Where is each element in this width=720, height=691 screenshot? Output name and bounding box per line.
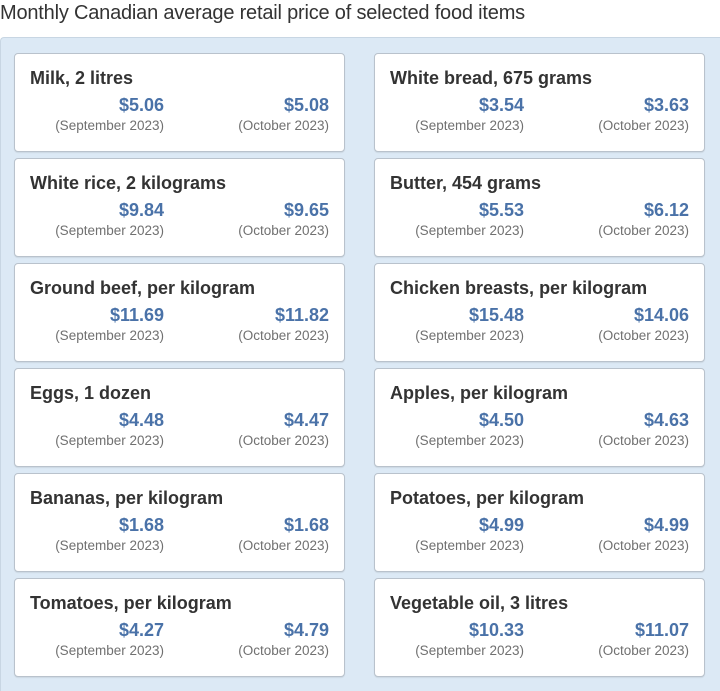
price-card-apples: Apples, per kilogram $4.50 (September 202… <box>374 368 705 467</box>
october-price: $11.82 <box>274 305 329 325</box>
october-price: $4.79 <box>283 620 329 640</box>
october-price: $3.63 <box>643 95 689 115</box>
september-price: $4.48 <box>118 410 164 430</box>
october-label: (October 2023) <box>598 433 689 448</box>
september-price: $9.84 <box>118 200 164 220</box>
september-price: $11.69 <box>109 305 164 325</box>
september-price: $15.48 <box>468 305 524 325</box>
price-card-white-rice: White rice, 2 kilograms $9.84 (September … <box>14 158 345 257</box>
page-title: Monthly Canadian average retail price of… <box>0 2 525 24</box>
october-price: $1.68 <box>283 515 329 535</box>
october-price: $9.65 <box>283 200 329 220</box>
september-label: (September 2023) <box>55 223 164 238</box>
item-name: White rice, 2 kilograms <box>30 173 227 193</box>
october-label: (October 2023) <box>598 538 689 553</box>
item-name: Milk, 2 litres <box>30 68 134 88</box>
october-label: (October 2023) <box>598 223 689 238</box>
item-name: Chicken breasts, per kilogram <box>390 278 648 298</box>
september-label: (September 2023) <box>55 643 164 658</box>
item-name: Butter, 454 grams <box>390 173 542 193</box>
september-label: (September 2023) <box>415 643 524 658</box>
october-label: (October 2023) <box>598 118 689 133</box>
october-label: (October 2023) <box>238 433 329 448</box>
price-card-butter: Butter, 454 grams $5.53 (September 2023) … <box>374 158 705 257</box>
price-card-eggs: Eggs, 1 dozen $4.48 (September 2023) $4.4… <box>14 368 345 467</box>
september-label: (September 2023) <box>415 538 524 553</box>
september-label: (September 2023) <box>55 538 164 553</box>
price-cards-panel: Milk, 2 litres $5.06 (September 2023) $5.… <box>0 37 720 691</box>
september-label: (September 2023) <box>55 328 164 343</box>
item-name: Ground beef, per kilogram <box>30 278 256 298</box>
september-price: $10.33 <box>468 620 524 640</box>
item-name: Vegetable oil, 3 litres <box>390 593 569 613</box>
october-price: $4.99 <box>643 515 689 535</box>
price-card-tomatoes: Tomatoes, per kilogram $4.27 (September 2… <box>14 578 345 677</box>
october-label: (October 2023) <box>238 643 329 658</box>
october-label: (October 2023) <box>598 643 689 658</box>
item-name: Potatoes, per kilogram <box>390 488 585 508</box>
september-price: $5.06 <box>118 95 164 115</box>
october-label: (October 2023) <box>238 538 329 553</box>
item-name: Bananas, per kilogram <box>30 488 224 508</box>
october-price: $14.06 <box>633 305 689 325</box>
september-label: (September 2023) <box>415 118 524 133</box>
october-price: $11.07 <box>634 620 689 640</box>
september-price: $5.53 <box>478 200 524 220</box>
september-label: (September 2023) <box>415 433 524 448</box>
october-price: $5.08 <box>283 95 329 115</box>
october-price: $4.47 <box>283 410 329 430</box>
price-card-white-bread: White bread, 675 grams $3.54 (September 2… <box>374 53 705 152</box>
september-label: (September 2023) <box>415 223 524 238</box>
september-price: $4.50 <box>478 410 524 430</box>
september-label: (September 2023) <box>415 328 524 343</box>
september-label: (September 2023) <box>55 433 164 448</box>
september-price: $3.54 <box>478 95 524 115</box>
september-price: $4.99 <box>478 515 524 535</box>
september-price: $4.27 <box>118 620 164 640</box>
item-name: Apples, per kilogram <box>390 383 569 403</box>
october-label: (October 2023) <box>598 328 689 343</box>
item-name: Tomatoes, per kilogram <box>30 593 232 613</box>
price-card-vegetable-oil: Vegetable oil, 3 litres $10.33 (September… <box>374 578 705 677</box>
october-label: (October 2023) <box>238 328 329 343</box>
october-label: (October 2023) <box>238 118 329 133</box>
october-price: $6.12 <box>643 200 689 220</box>
october-label: (October 2023) <box>238 223 329 238</box>
price-card-ground-beef: Ground beef, per kilogram $11.69 (Septemb… <box>14 263 345 362</box>
september-price: $1.68 <box>118 515 164 535</box>
price-card-chicken-breasts: Chicken breasts, per kilogram $15.48 (Sep… <box>374 263 705 362</box>
price-card-bananas: Bananas, per kilogram $1.68 (September 20… <box>14 473 345 572</box>
price-card-potatoes: Potatoes, per kilogram $4.99 (September 2… <box>374 473 705 572</box>
item-name: White bread, 675 grams <box>390 68 593 88</box>
october-price: $4.63 <box>643 410 689 430</box>
price-card-milk: Milk, 2 litres $5.06 (September 2023) $5.… <box>14 53 345 152</box>
item-name: Eggs, 1 dozen <box>30 383 152 403</box>
september-label: (September 2023) <box>55 118 164 133</box>
